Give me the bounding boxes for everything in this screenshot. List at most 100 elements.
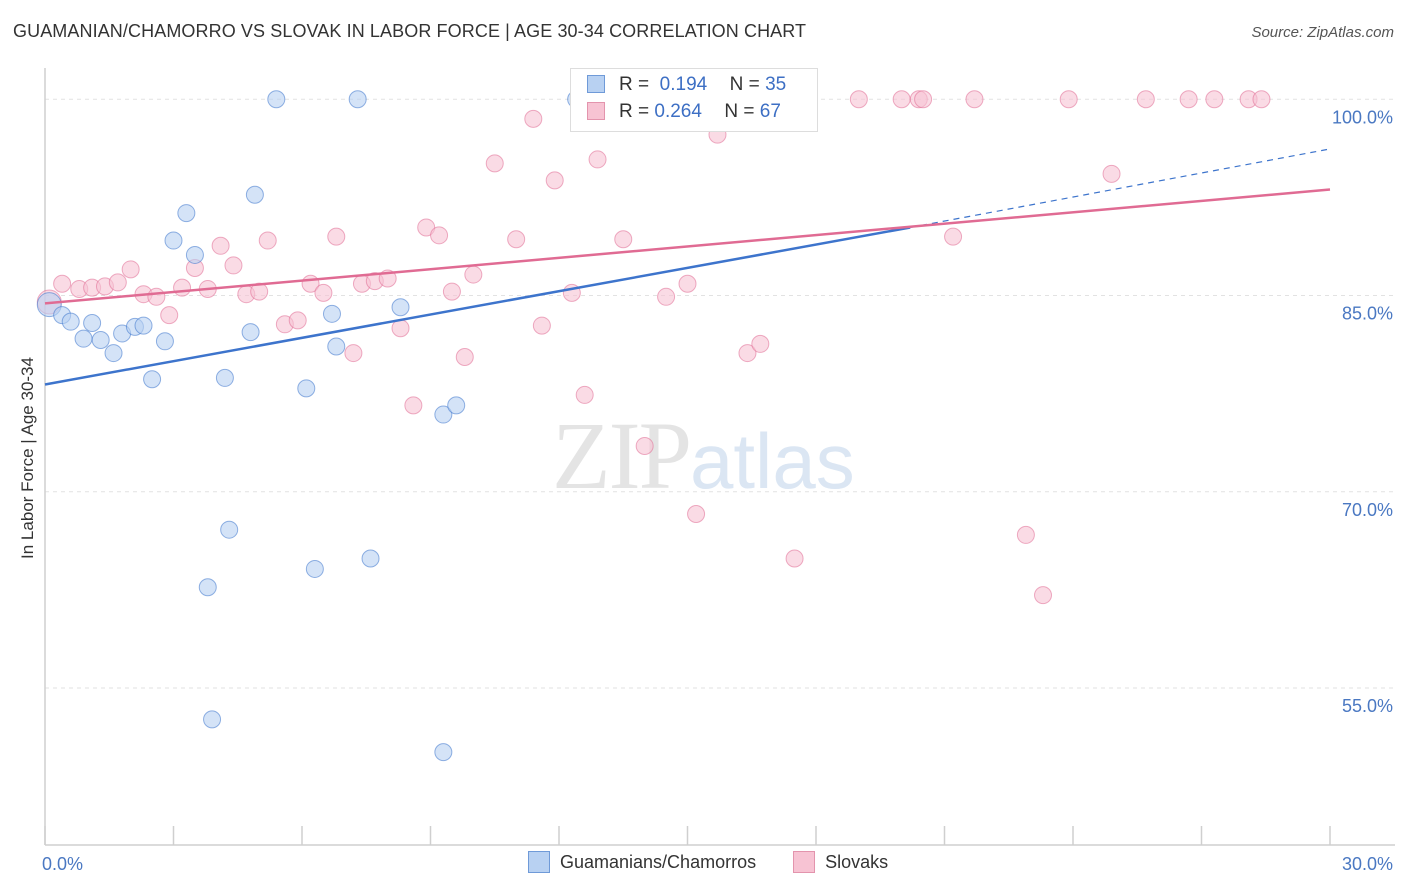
guamanian-point xyxy=(434,743,453,762)
r-value: 0.264 xyxy=(654,101,702,122)
guamanian-point xyxy=(220,520,239,539)
guamanian-point xyxy=(83,313,102,332)
slovak-point xyxy=(1179,90,1198,109)
guamanian-legend-swatch xyxy=(528,851,550,873)
slovak-trend-line xyxy=(44,188,1331,305)
watermark: ZIPatlas xyxy=(552,400,855,511)
legend-item-slovak: Slovaks xyxy=(793,851,888,873)
slovak-point xyxy=(258,231,277,250)
slovak-point xyxy=(588,150,607,169)
slovak-point xyxy=(404,396,423,415)
guamanian-trend-extension xyxy=(910,148,1331,229)
slovak-point xyxy=(430,226,449,245)
r-value: 0.194 xyxy=(659,74,708,95)
slovak-point xyxy=(147,287,166,306)
series-legend: Guamanians/Chamorros Slovaks xyxy=(528,851,920,873)
r-label: R = xyxy=(619,74,650,95)
guamanian-trend-line xyxy=(44,226,911,386)
guamanian-point xyxy=(245,185,264,204)
guamanian-point xyxy=(305,559,324,578)
slovak-point xyxy=(344,344,363,363)
y-tick-label: 55.0% xyxy=(1342,696,1393,716)
slovak-point xyxy=(1102,164,1121,183)
guamanian-point xyxy=(61,312,80,331)
x-tick-label: 0.0% xyxy=(42,854,83,874)
stats-row-guamanian: R = 0.194 N = 35 xyxy=(587,74,786,102)
slovak-point xyxy=(785,549,804,568)
slovak-point xyxy=(327,227,346,246)
slovak-point xyxy=(678,274,697,293)
guamanian-point xyxy=(74,329,93,348)
slovak-point xyxy=(1034,586,1053,605)
slovak-point xyxy=(944,227,963,246)
guamanian-point xyxy=(391,298,410,317)
slovak-point xyxy=(485,154,504,173)
slovak-point xyxy=(314,283,333,302)
slovak-point xyxy=(1059,90,1078,109)
n-value: 35 xyxy=(765,74,787,95)
slovak-point xyxy=(464,265,483,284)
slovak-point xyxy=(1252,90,1271,109)
axes xyxy=(44,68,1395,846)
legend-item-guamanian: Guamanians/Chamorros xyxy=(528,851,756,873)
guamanian-point xyxy=(185,245,204,264)
guamanian-point xyxy=(164,231,183,250)
guamanian-point xyxy=(327,337,346,356)
slovak-point xyxy=(657,287,676,306)
watermark-atlas: atlas xyxy=(690,417,855,505)
slovak-point xyxy=(524,109,543,128)
legend-label-guamanian: Guamanians/Chamorros xyxy=(560,852,757,872)
n-label: N = xyxy=(729,74,760,95)
slovak-point xyxy=(738,344,757,363)
guamanian-point xyxy=(177,204,196,223)
slovak-point xyxy=(224,256,243,275)
slovak-swatch xyxy=(587,102,605,120)
slovak-point xyxy=(455,347,474,366)
slovak-point xyxy=(53,274,72,293)
slovak-point xyxy=(892,90,911,109)
slovak-point xyxy=(442,282,461,301)
guamanian-point xyxy=(134,316,153,335)
guamanian-point xyxy=(198,578,217,597)
guamanian-point xyxy=(155,332,174,351)
guamanian-point xyxy=(348,90,367,109)
guamanian-point xyxy=(434,405,453,424)
trend-lines xyxy=(44,148,1331,386)
slovak-point xyxy=(635,436,654,455)
slovak-point xyxy=(160,306,179,325)
slovak-point xyxy=(121,260,140,279)
slovak-point xyxy=(108,273,127,292)
grid xyxy=(45,98,1395,689)
x-tick-label: 30.0% xyxy=(1342,854,1393,874)
source-label: Source: ZipAtlas.com xyxy=(1251,24,1394,41)
guamanian-point xyxy=(361,549,380,568)
guamanian-swatch xyxy=(587,75,605,93)
slovak-point xyxy=(1205,90,1224,109)
slovak-point xyxy=(288,311,307,330)
tick-labels: 100.0% 85.0% 70.0% 55.0% 0.0% 30.0% xyxy=(42,107,1393,874)
guamanian-point xyxy=(267,90,286,109)
guamanian-point xyxy=(104,344,123,363)
slovak-point xyxy=(575,385,594,404)
stats-legend: R = 0.194 N = 35 R = 0.264 N = 67 xyxy=(570,68,818,132)
guamanian-point xyxy=(91,330,110,349)
slovak-point xyxy=(532,316,551,335)
slovak-point xyxy=(614,230,633,249)
guamanian-point xyxy=(447,396,466,415)
slovak-point xyxy=(507,230,526,249)
guamanian-point xyxy=(322,304,341,323)
slovak-point xyxy=(687,504,706,523)
watermark-zip: ZIP xyxy=(552,402,692,509)
slovak-point xyxy=(1136,90,1155,109)
slovak-legend-swatch xyxy=(793,851,816,873)
slovak-point xyxy=(1016,525,1035,544)
legend-label-slovak: Slovaks xyxy=(825,852,889,872)
y-tick-label: 85.0% xyxy=(1342,304,1393,324)
y-tick-label: 70.0% xyxy=(1342,500,1393,520)
r-label: R = xyxy=(619,101,650,122)
slovak-point xyxy=(849,90,868,109)
slovak-point xyxy=(914,90,933,109)
n-value: 67 xyxy=(759,101,781,122)
stats-row-slovak: R = 0.264 N = 67 xyxy=(587,101,781,129)
